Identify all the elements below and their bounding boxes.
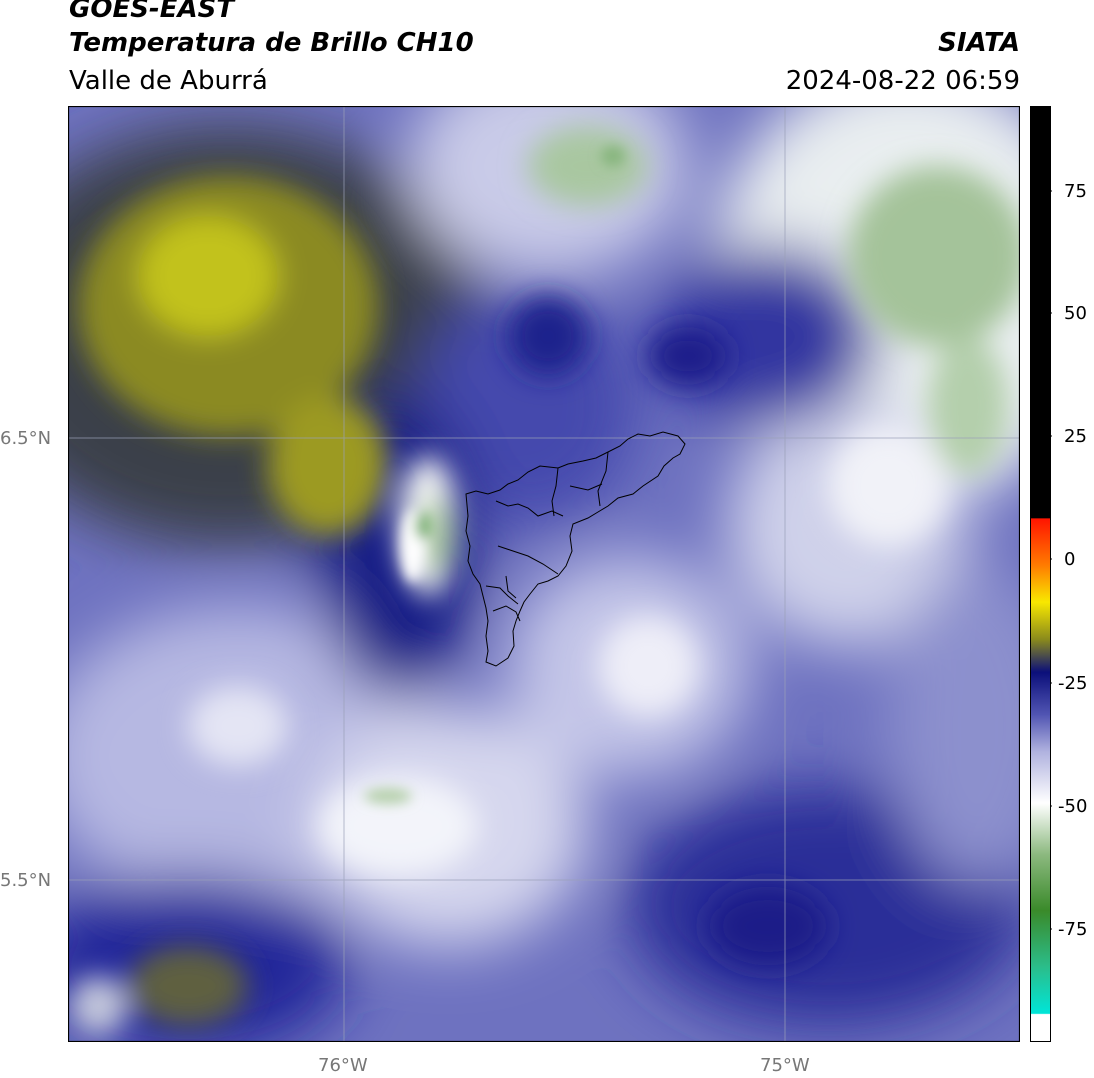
colorbar-tick-minus-75: -75: [1058, 919, 1088, 940]
cloud-field-detail: [68, 126, 1020, 1036]
colorbar-tick-minus-25: -25: [1058, 673, 1088, 694]
lon-label-75w: 75°W: [760, 1055, 810, 1076]
satellite-title: GOES-EAST: [69, 0, 235, 24]
colorbar-tick-minus-50: -50: [1058, 796, 1088, 817]
colorbar-tick-50: 50: [1064, 303, 1087, 324]
cloud-field-fine: [364, 146, 625, 804]
colorbar-tick-75: 75: [1064, 181, 1087, 202]
timestamp: 2024-08-22 06:59: [785, 66, 1020, 96]
colorbar-tick-0: 0: [1064, 549, 1076, 570]
municipal-boundaries: [465, 431, 686, 667]
region-subtitle: Valle de Aburrá: [69, 66, 268, 96]
lat-label-6-5: 6.5°N: [0, 428, 52, 449]
colorbar-tick-25: 25: [1064, 426, 1087, 447]
colorbar: [1030, 106, 1052, 1042]
lon-label-76w: 76°W: [318, 1055, 368, 1076]
lat-label-5-5: 5.5°N: [0, 870, 52, 891]
product-title: Temperatura de Brillo CH10: [69, 28, 474, 58]
graticule: [68, 106, 1020, 1042]
brightness-temperature-map: [68, 106, 1020, 1042]
agency-title: SIATA: [938, 28, 1020, 58]
